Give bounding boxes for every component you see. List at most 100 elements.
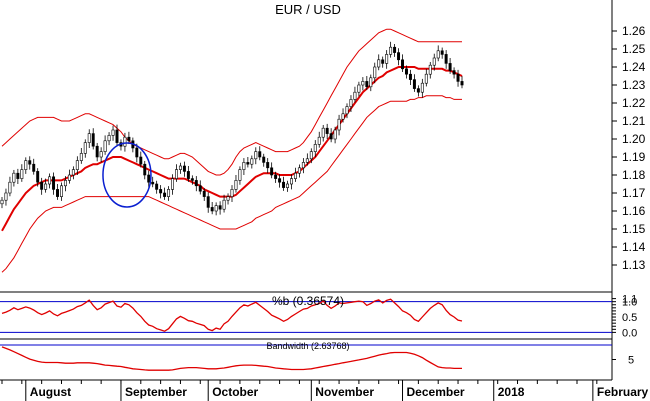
candlestick [321, 124, 325, 142]
candle-body [293, 172, 297, 179]
candle-body [16, 172, 20, 179]
candlestick [266, 158, 270, 174]
candle-body [278, 178, 282, 183]
candlestick [95, 142, 99, 162]
candlestick [353, 86, 357, 103]
candle-body [175, 169, 178, 179]
candle-body [67, 174, 71, 181]
candlestick [60, 182, 63, 201]
percent-b-ytick-label: 0.5 [622, 312, 637, 324]
x-axis: August September October November December 20… [1, 380, 649, 401]
candle-body [123, 136, 127, 147]
candle-body [412, 79, 416, 89]
candlestick [405, 65, 408, 79]
candlestick [325, 123, 329, 139]
month-label: December [407, 385, 465, 399]
candlestick [127, 131, 131, 145]
candle-body [99, 151, 103, 158]
candlestick [91, 128, 95, 150]
candle-body [60, 185, 63, 197]
candlestick [313, 140, 317, 157]
candlestick [274, 171, 278, 183]
candle-body [135, 147, 139, 158]
candle-body [95, 145, 99, 158]
candle-body [198, 185, 202, 192]
candle-body [222, 199, 226, 210]
candlestick [416, 85, 420, 97]
candle-body [333, 129, 337, 140]
candlestick [309, 148, 313, 164]
candlestick [282, 176, 286, 191]
candlestick [163, 187, 167, 200]
candle-body [385, 54, 389, 64]
candle-body [405, 68, 408, 75]
candlestick [365, 76, 369, 91]
candle-body [290, 178, 293, 185]
candle-body [349, 99, 353, 107]
candle-body [345, 106, 349, 115]
candle-body [12, 172, 16, 183]
candle-body [325, 127, 329, 134]
candle-body [341, 113, 345, 120]
candle-body [329, 133, 333, 140]
candle-body [416, 88, 420, 93]
candle-body [143, 163, 147, 176]
candlestick [329, 128, 333, 143]
candlestick [83, 139, 87, 158]
candle-body [178, 165, 182, 170]
candle-body [262, 156, 266, 163]
candle-body [444, 54, 448, 64]
candlestick [412, 74, 416, 92]
candle-body [127, 136, 131, 142]
candlestick [305, 153, 309, 166]
candle-body [297, 167, 301, 174]
candlestick [63, 176, 67, 192]
candlestick [28, 156, 32, 170]
candlestick [345, 103, 349, 119]
candle-body [71, 169, 75, 176]
candle-body [206, 196, 210, 208]
annotation-circle [102, 142, 152, 208]
month-label: September [125, 385, 187, 399]
candle-body [436, 50, 440, 59]
price-ytick-label: 1.26 [622, 24, 646, 38]
price-ytick-label: 1.21 [622, 114, 646, 128]
candle-body [115, 129, 119, 143]
candle-body [401, 59, 404, 70]
candle-body [36, 171, 40, 183]
candle-body [194, 180, 198, 187]
candle-body [4, 192, 8, 201]
candlestick [159, 185, 163, 199]
candlestick [71, 166, 75, 180]
candlestick [222, 194, 226, 213]
candle-body [317, 136, 321, 145]
frame [0, 0, 613, 381]
candle-body [56, 189, 59, 197]
candle-body [432, 57, 436, 66]
candlestick [385, 50, 389, 69]
candlestick [214, 202, 218, 216]
month-label: November [315, 385, 374, 399]
candlestick [377, 54, 381, 71]
candle-body [52, 176, 56, 190]
price-ytick-label: 1.23 [622, 78, 646, 92]
candlestick [107, 132, 111, 146]
candlestick [250, 155, 254, 169]
candle-body [103, 140, 107, 152]
candlestick [206, 192, 210, 213]
candlestick [333, 126, 337, 144]
candlestick [278, 174, 282, 188]
candlestick [24, 157, 28, 174]
candlestick [428, 61, 432, 79]
candlestick [167, 186, 171, 201]
candlestick [436, 45, 440, 62]
price-ytick-label: 1.24 [622, 60, 646, 74]
candlestick [143, 160, 147, 180]
candlestick [444, 50, 448, 69]
candlestick [262, 153, 266, 167]
candle-body [393, 46, 397, 53]
candlestick [178, 162, 182, 174]
candle-body [365, 81, 369, 88]
